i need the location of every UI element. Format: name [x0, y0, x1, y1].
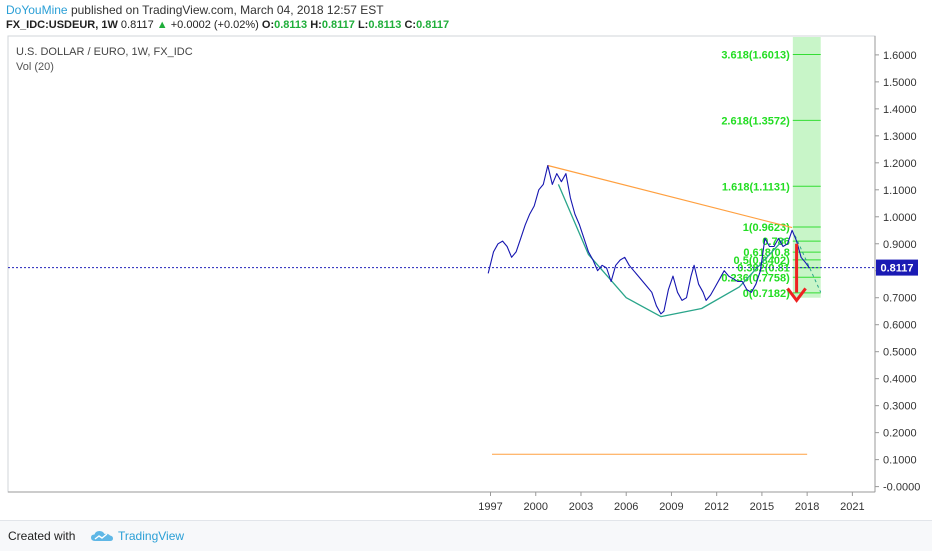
fib-level-label: 1(0.9623)	[743, 222, 790, 234]
fib-level-label: 0(0.7182)	[743, 288, 790, 300]
x-tick-label: 2018	[795, 501, 819, 513]
y-tick-label: 1.0000	[883, 212, 917, 224]
tradingview-link[interactable]: TradingView	[118, 529, 185, 543]
author-link[interactable]: DoYouMine	[6, 3, 68, 17]
fib-level-label: 0.618(0.8	[743, 247, 789, 259]
current-price-label: 0.8117	[880, 263, 913, 275]
low-label: L:	[357, 19, 369, 31]
high-label: H:	[310, 19, 322, 31]
y-tick-label: 0.3000	[883, 401, 917, 413]
y-tick-label: 0.2000	[883, 428, 917, 440]
x-tick-label: 2021	[840, 501, 864, 513]
price-change: +0.0002 (+0.02%)	[170, 19, 259, 31]
fib-level-label: 2.618(1.3572)	[721, 115, 790, 127]
y-tick-label: 0.9000	[883, 239, 917, 251]
symbol-label: FX_IDC:USDEUR, 1W	[6, 19, 118, 31]
footer-bar: Created with TradingView	[0, 520, 932, 551]
tradingview-cloud-icon	[91, 531, 113, 541]
price-chart[interactable]: 3.618(1.6013) 2.618(1.3572) 1.618(1.1131) 1…	[0, 0, 932, 520]
open-label: O:	[261, 19, 275, 31]
open-value: 0.8113	[274, 19, 308, 31]
y-tick-label: 1.5000	[883, 77, 917, 89]
y-tick-label: 0.7000	[883, 293, 917, 305]
y-tick-label: 1.4000	[883, 104, 917, 116]
x-tick-label: 2000	[523, 501, 547, 513]
rounding-bottom-arc	[557, 184, 785, 318]
created-with-text: Created with	[8, 529, 76, 543]
down-arrow-icon	[786, 287, 807, 303]
y-tick-label: 0.4000	[883, 374, 917, 386]
chart-title: U.S. DOLLAR / EURO, 1W, FX_IDC	[16, 46, 193, 58]
volume-indicator-label: Vol (20)	[16, 61, 54, 73]
x-tick-label: 2006	[614, 501, 638, 513]
publish-line: DoYouMine published on TradingView.com, …	[6, 3, 384, 17]
y-tick-label: 0.6000	[883, 320, 917, 332]
fib-level-label: 3.618(1.6013)	[721, 50, 790, 62]
y-tick-label: 0.1000	[883, 455, 917, 467]
high-value: 0.8117	[321, 19, 355, 31]
fib-level-label: 1.618(1.1131)	[722, 181, 790, 193]
y-tick-label: 1.6000	[883, 50, 917, 62]
x-tick-label: 1997	[478, 501, 502, 513]
symbol-quote-line: FX_IDC:USDEUR, 1W 0.8117 ▲ +0.0002 (+0.0…	[6, 19, 449, 31]
y-tick-label: 1.2000	[883, 158, 917, 170]
publish-header: DoYouMine published on TradingView.com, …	[0, 0, 932, 36]
price-series-line	[487, 164, 810, 315]
close-label: C:	[404, 19, 417, 31]
plot-frame	[7, 35, 876, 493]
y-tick-label: 1.1000	[883, 185, 917, 197]
projection-dashed-line	[794, 235, 822, 293]
current-price-badge	[876, 259, 918, 276]
up-arrow-icon: ▲	[156, 19, 168, 31]
published-text: published on TradingView.com, March 04, …	[70, 3, 384, 17]
y-tick-label: 1.3000	[883, 131, 917, 143]
x-tick-label: 2012	[704, 501, 728, 513]
y-tick-label: -0.0000	[883, 482, 920, 494]
last-price: 0.8117	[120, 19, 154, 31]
resistance-trendline	[547, 164, 793, 229]
x-tick-label: 2009	[659, 501, 683, 513]
low-value: 0.8113	[368, 19, 402, 31]
fib-level-label: 0.382(0.81	[737, 263, 790, 275]
x-tick-label: 2015	[750, 501, 774, 513]
close-value: 0.8117	[416, 19, 450, 31]
y-tick-label: 0.5000	[883, 347, 917, 359]
x-tick-label: 2003	[569, 501, 593, 513]
